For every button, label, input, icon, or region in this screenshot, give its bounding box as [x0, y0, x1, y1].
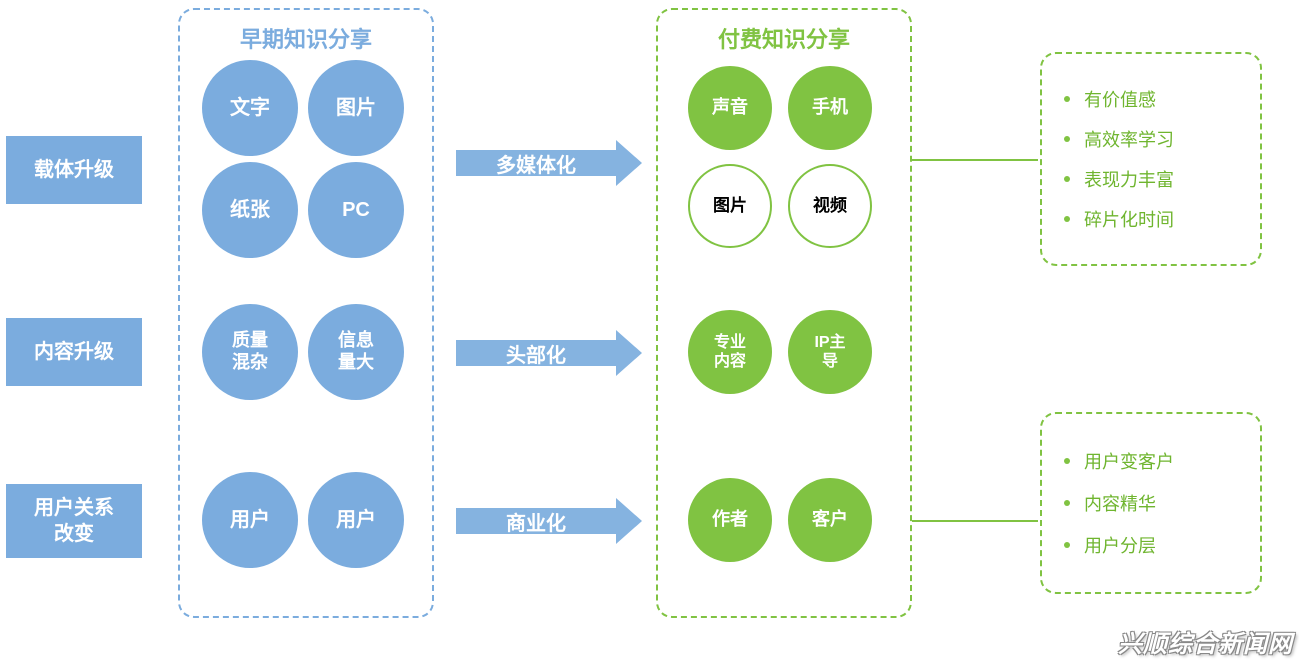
- bullet-text: 用户分层: [1084, 532, 1156, 558]
- connector-line-0: [912, 159, 1038, 161]
- bullet-text: 碎片化时间: [1084, 206, 1174, 232]
- arrow-label-0: 多媒体化: [456, 140, 616, 186]
- bullet-box-0: 有价值感高效率学习表现力丰富碎片化时间: [1040, 52, 1262, 266]
- bullet-item-1-1: 内容精华: [1064, 490, 1248, 516]
- right-circle-5: IP主导: [788, 310, 872, 394]
- right-circle-7: 客户: [788, 478, 872, 562]
- left-circle-1: 图片: [308, 60, 404, 156]
- arrow-2: 商业化: [456, 498, 642, 544]
- right-circle-6: 作者: [688, 478, 772, 562]
- bullet-dot-icon: [1064, 500, 1070, 506]
- bullet-text: 内容精华: [1084, 490, 1156, 516]
- bullet-text: 用户变客户: [1084, 448, 1174, 474]
- left-circle-6: 用户: [202, 472, 298, 568]
- bullet-dot-icon: [1064, 176, 1070, 182]
- paid-knowledge-title: 付费知识分享: [658, 22, 910, 54]
- left-circle-4: 质量混杂: [202, 304, 298, 400]
- bullet-text: 高效率学习: [1084, 126, 1174, 152]
- bullet-dot-icon: [1064, 96, 1070, 102]
- right-circle-2: 图片: [688, 164, 772, 248]
- left-circle-5: 信息量大: [308, 304, 404, 400]
- bullet-box-1: 用户变客户内容精华用户分层: [1040, 412, 1262, 594]
- bullet-dot-icon: [1064, 216, 1070, 222]
- left-circle-2: 纸张: [202, 162, 298, 258]
- bullet-dot-icon: [1064, 542, 1070, 548]
- left-circle-0: 文字: [202, 60, 298, 156]
- arrow-label-1: 头部化: [456, 330, 616, 376]
- category-block-2: 用户关系改变: [6, 484, 142, 558]
- watermark-text: 兴顺综合新闻网: [1118, 624, 1293, 659]
- right-circle-1: 手机: [788, 66, 872, 150]
- bullet-item-0-2: 表现力丰富: [1064, 166, 1248, 192]
- left-circle-3: PC: [308, 162, 404, 258]
- left-circle-7: 用户: [308, 472, 404, 568]
- bullet-item-1-2: 用户分层: [1064, 532, 1248, 558]
- bullet-text: 有价值感: [1084, 86, 1156, 112]
- arrow-1: 头部化: [456, 330, 642, 376]
- bullet-item-0-1: 高效率学习: [1064, 126, 1248, 152]
- right-circle-3: 视频: [788, 164, 872, 248]
- category-block-1: 内容升级: [6, 318, 142, 386]
- category-block-0: 载体升级: [6, 136, 142, 204]
- bullet-item-1-0: 用户变客户: [1064, 448, 1248, 474]
- connector-line-1: [912, 520, 1038, 522]
- right-circle-0: 声音: [688, 66, 772, 150]
- early-knowledge-title: 早期知识分享: [180, 22, 432, 54]
- bullet-item-0-0: 有价值感: [1064, 86, 1248, 112]
- bullet-item-0-3: 碎片化时间: [1064, 206, 1248, 232]
- bullet-dot-icon: [1064, 136, 1070, 142]
- arrow-label-2: 商业化: [456, 498, 616, 544]
- right-circle-4: 专业内容: [688, 310, 772, 394]
- arrow-0: 多媒体化: [456, 140, 642, 186]
- bullet-dot-icon: [1064, 458, 1070, 464]
- bullet-text: 表现力丰富: [1084, 166, 1174, 192]
